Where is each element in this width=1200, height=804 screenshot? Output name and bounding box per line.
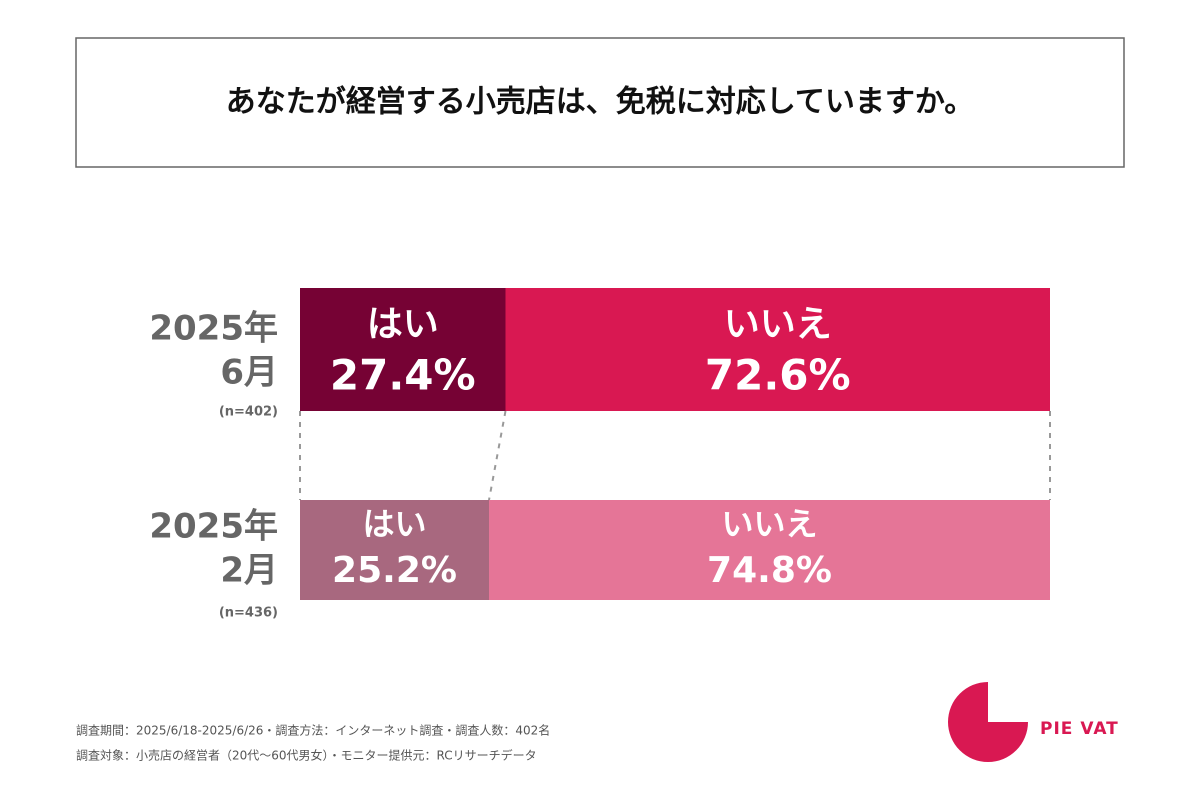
logo: PIE VAT [1040,719,1119,739]
y-tick-label: 6月 [220,353,278,393]
bar-segment [505,288,1050,411]
y-tick-label: 2025年 [149,507,278,547]
segment-name: はい [362,505,426,543]
value-label: 74.8% [707,550,832,591]
segment-name: いいえ [721,505,817,543]
sample-size: (n=402) [219,405,278,420]
bar-segment [300,288,506,411]
note: 調査対象：小売店の経営者（20代〜60代男女）・モニター提供元：RCリサーチデー… [76,748,537,763]
y-tick-label: 2月 [220,551,278,591]
logo-mark [948,682,1028,762]
sample-size: (n=436) [219,606,278,621]
note: 調査期間：2025/6/18-2025/6/26・調査方法：インターネット調査・… [76,723,550,738]
title-box [75,37,1125,168]
y-tick-label: 2025年 [149,309,278,349]
value-label: 72.6% [705,351,851,400]
bar-segment [489,500,1050,600]
segment-name: いいえ [724,304,832,345]
chart-title: あなたが経営する小売店は、免税に対応していますか。 [226,85,975,120]
value-label: 27.4% [330,351,476,400]
connector [488,410,507,501]
value-label: 25.2% [332,550,457,591]
bar-segment [300,500,489,600]
segment-name: はい [367,304,439,345]
